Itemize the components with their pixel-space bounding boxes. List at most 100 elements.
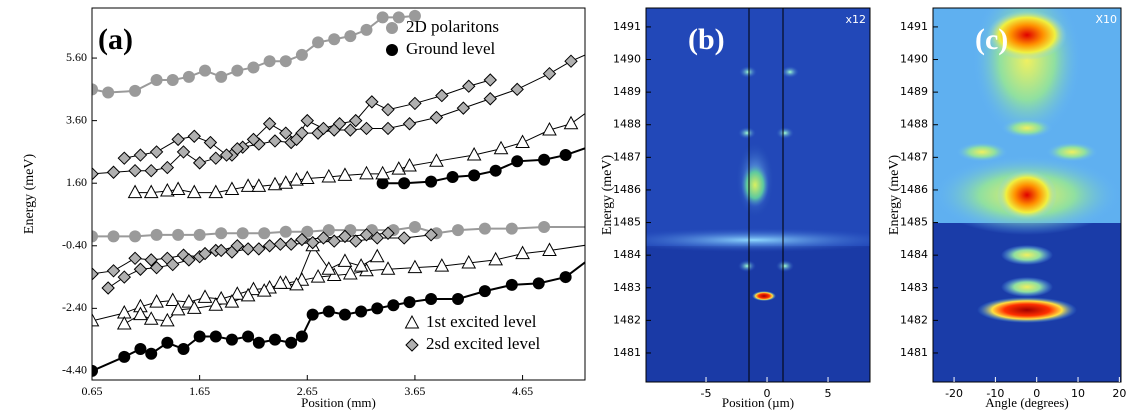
marker: [338, 229, 352, 244]
y-tick-label: 1487: [613, 150, 641, 163]
heatmap: [933, 8, 1121, 382]
marker: [208, 297, 224, 311]
marker: [166, 257, 180, 272]
marker: [371, 302, 384, 315]
y-tick-label: 1489: [613, 85, 641, 98]
marker: [213, 290, 229, 305]
legend-label: Ground level: [406, 39, 496, 58]
marker: [542, 121, 557, 136]
y-tick-label: 1491: [900, 20, 928, 33]
marker: [268, 134, 282, 148]
marker: [587, 46, 599, 58]
marker: [332, 117, 347, 131]
marker: [224, 181, 240, 195]
plot-frame: [645, 7, 871, 383]
spot: [738, 260, 756, 272]
x-tick-label: 0: [764, 387, 771, 400]
marker: [511, 155, 524, 168]
legend-label: 2sd excited level: [426, 334, 541, 353]
spot: [741, 163, 769, 207]
marker: [289, 132, 304, 147]
y-axis-label: Energy (meV): [22, 154, 37, 235]
panel-label: (b): [688, 23, 725, 56]
y-axis-label: Energy (meV): [600, 155, 615, 236]
marker: [186, 300, 202, 314]
x-tick-label: 1.65: [189, 384, 210, 398]
marker: [322, 224, 335, 237]
marker: [182, 70, 195, 83]
marker: [381, 121, 395, 136]
marker: [127, 184, 143, 199]
marker: [199, 64, 212, 77]
marker: [186, 184, 202, 199]
corner-label: X10: [1095, 13, 1117, 26]
marker: [268, 333, 281, 346]
marker: [305, 235, 320, 250]
marker: [316, 121, 331, 136]
marker: [392, 11, 405, 24]
marker: [387, 299, 400, 312]
marker: [289, 276, 304, 291]
y-tick-label: 3.60: [66, 112, 87, 126]
marker: [542, 242, 557, 256]
series-line: [135, 112, 585, 194]
y-tick-label: 1486: [613, 183, 641, 196]
marker: [289, 172, 304, 186]
marker: [182, 253, 196, 267]
marker: [219, 148, 234, 162]
marker: [466, 146, 482, 161]
marker: [310, 269, 326, 283]
marker: [505, 278, 518, 291]
marker: [435, 88, 449, 103]
marker: [150, 228, 163, 241]
marker: [355, 305, 368, 318]
marker: [408, 9, 421, 22]
marker: [161, 336, 174, 349]
marker: [538, 153, 551, 166]
marker: [328, 33, 341, 46]
y-tick-label: 1484: [613, 248, 641, 261]
marker: [129, 230, 142, 243]
marker: [143, 311, 159, 325]
y-tick-label: -0.40: [62, 238, 87, 252]
marker: [133, 148, 148, 162]
marker: [92, 312, 100, 327]
marker: [451, 224, 464, 237]
spot: [956, 142, 1008, 162]
marker: [197, 289, 213, 303]
x-axis-label: Position (µm): [722, 395, 794, 410]
y-tick-label: 1482: [900, 313, 928, 326]
marker: [160, 160, 175, 175]
marker: [376, 11, 389, 24]
y-tick-label: 1481: [613, 346, 641, 359]
marker: [321, 261, 337, 275]
marker: [92, 83, 98, 96]
marker: [343, 265, 358, 280]
spot: [752, 291, 776, 301]
marker: [263, 55, 276, 68]
y-tick-label: 1.60: [66, 175, 87, 189]
marker: [462, 79, 476, 93]
background-low: [646, 246, 870, 382]
marker: [425, 175, 438, 188]
marker: [349, 234, 363, 248]
marker: [279, 126, 293, 140]
marker: [381, 226, 395, 240]
hot: [997, 170, 1057, 220]
marker: [488, 251, 503, 266]
marker: [215, 227, 228, 240]
spot: [1001, 277, 1053, 297]
marker: [316, 231, 331, 245]
spot: [1001, 245, 1053, 265]
marker: [370, 231, 384, 245]
x-tick-label: 4.65: [512, 384, 533, 398]
spot: [739, 66, 757, 78]
spot: [776, 260, 794, 272]
marker: [468, 169, 481, 182]
marker: [337, 167, 353, 181]
spot: [776, 127, 794, 139]
marker: [209, 330, 222, 343]
marker: [149, 294, 164, 308]
marker: [353, 258, 369, 272]
marker: [187, 129, 201, 143]
